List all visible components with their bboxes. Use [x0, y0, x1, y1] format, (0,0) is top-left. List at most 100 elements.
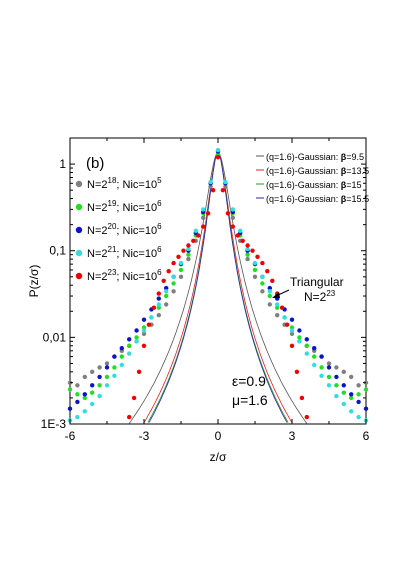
data-point	[178, 260, 184, 266]
data-point	[312, 346, 317, 351]
data-point	[299, 395, 305, 401]
legend-series-label: N=221; Nic=106	[87, 245, 162, 260]
data-point	[326, 361, 332, 366]
data-point	[279, 305, 285, 310]
data-point	[136, 369, 142, 374]
data-point	[156, 302, 161, 307]
data-point	[82, 374, 88, 380]
data-point	[289, 328, 295, 333]
data-point	[304, 337, 309, 342]
data-point	[104, 383, 110, 388]
data-point	[289, 331, 295, 336]
legend-series-marker	[75, 226, 83, 234]
data-point	[282, 315, 287, 320]
data-point	[104, 365, 110, 370]
data-point	[356, 383, 361, 388]
data-point	[215, 147, 221, 153]
legend-series-marker	[75, 203, 83, 211]
data-point	[164, 285, 169, 291]
data-point	[319, 365, 324, 370]
data-point	[141, 331, 147, 336]
data-point	[112, 365, 117, 370]
data-point	[90, 369, 95, 374]
data-point	[312, 362, 317, 368]
data-point	[304, 414, 309, 420]
data-point	[75, 399, 80, 405]
data-point	[119, 354, 125, 359]
data-point	[326, 365, 332, 370]
data-point	[181, 248, 186, 253]
x-tick-label: -3	[139, 429, 150, 443]
y-axis-label: P(z/σ)	[27, 265, 41, 298]
data-point	[191, 238, 196, 243]
data-point	[341, 401, 346, 407]
data-point	[186, 246, 191, 252]
data-point	[223, 179, 228, 185]
data-point	[326, 374, 332, 380]
data-point	[245, 246, 250, 252]
data-point	[334, 365, 339, 370]
data-point	[156, 291, 161, 296]
data-point	[240, 238, 245, 243]
data-point	[210, 188, 216, 193]
data-point	[164, 293, 169, 299]
panel-label: (b)	[86, 155, 104, 172]
data-point	[230, 224, 235, 229]
data-point	[238, 228, 243, 233]
data-point	[260, 281, 265, 286]
data-point	[225, 211, 231, 216]
data-point	[205, 211, 211, 216]
legend-series-marker	[75, 249, 83, 257]
data-point	[156, 305, 161, 310]
data-point	[97, 365, 102, 370]
data-point	[223, 184, 228, 189]
data-point	[186, 256, 191, 262]
x-axis-label: z/σ	[210, 450, 227, 464]
data-point	[141, 317, 147, 322]
x-tick-label: 6	[363, 429, 370, 443]
annotation-arrow	[272, 289, 290, 298]
data-point	[97, 393, 102, 399]
data-point	[178, 274, 184, 279]
x-tick-label: 3	[289, 429, 296, 443]
annotation-triangular: Triangular	[290, 275, 344, 289]
legend: (q=1.6)-Gaussian: β=9.5 (q=1.6)-Gaussian:…	[75, 152, 369, 283]
data-point	[127, 414, 132, 420]
data-point	[97, 374, 102, 380]
data-point	[82, 409, 88, 414]
x-tick-label: -6	[65, 429, 76, 443]
x-tick-label: 0	[215, 429, 222, 443]
legend-series-marker	[75, 180, 83, 188]
data-point	[171, 281, 176, 286]
data-point	[161, 278, 166, 283]
data-point	[119, 346, 125, 351]
data-point	[186, 243, 191, 248]
data-point	[171, 274, 176, 279]
data-point	[349, 374, 354, 380]
data-point	[363, 406, 369, 411]
annotation-mu: μ=1.6	[232, 392, 268, 408]
data-point	[334, 393, 339, 399]
data-point	[90, 383, 95, 388]
annotation-triangular-n: N=223	[304, 289, 336, 304]
data-point	[319, 354, 324, 359]
data-point	[201, 215, 206, 220]
data-point	[156, 296, 161, 301]
data-point	[196, 233, 201, 238]
data-point	[164, 289, 169, 294]
data-point	[289, 343, 295, 348]
data-point	[267, 293, 272, 299]
data-point	[131, 395, 137, 401]
data-point	[245, 243, 250, 248]
legend-series-label: N=219; Nic=106	[87, 199, 162, 214]
data-point	[67, 387, 73, 392]
data-point	[255, 254, 260, 259]
legend-series-marker	[75, 272, 83, 280]
data-point	[341, 369, 346, 374]
data-point	[104, 374, 110, 380]
data-point	[97, 383, 102, 388]
data-point	[341, 383, 346, 388]
data-point	[134, 339, 139, 344]
data-point	[356, 392, 361, 397]
